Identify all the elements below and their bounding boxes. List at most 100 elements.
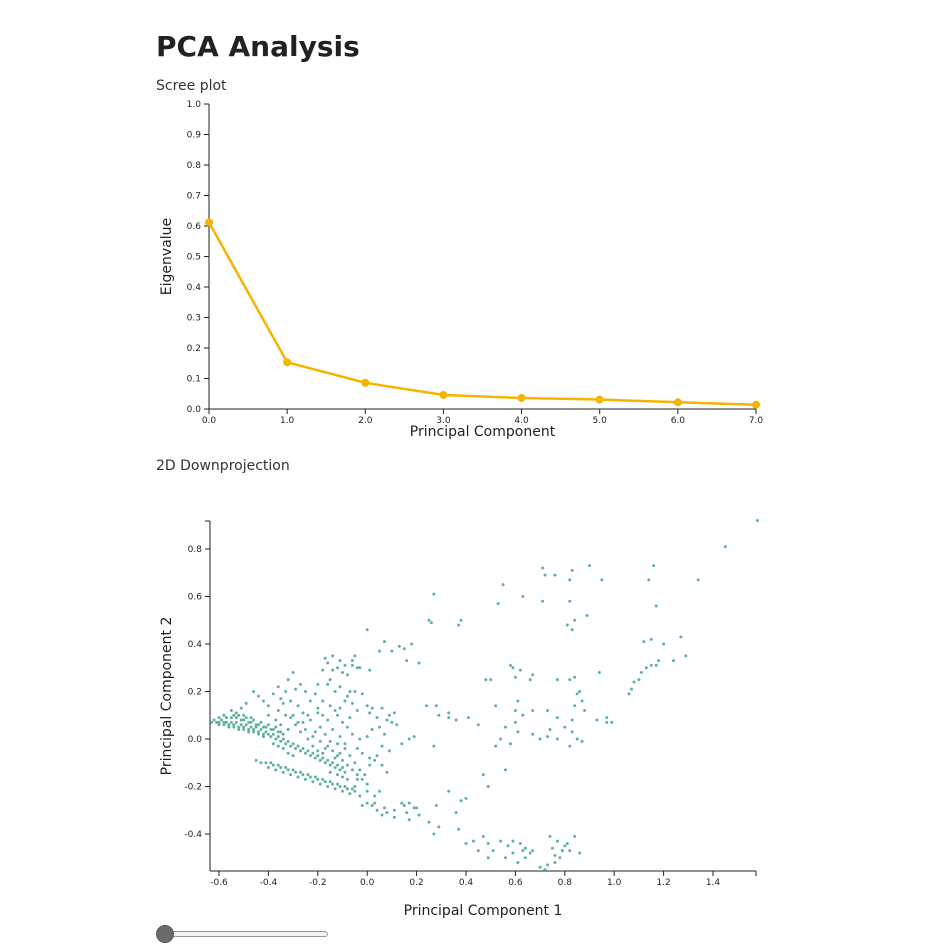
projection-point (491, 849, 495, 853)
projection-point (375, 754, 379, 758)
projection-point (343, 699, 347, 703)
projection-point (333, 690, 337, 693)
scree-y-tick-label: 0.5 (187, 253, 201, 263)
projection-point (313, 775, 317, 779)
projection-x-tick-label: 0.4 (459, 878, 474, 888)
projection-point (573, 675, 577, 679)
projection-point (375, 808, 379, 812)
projection-point (306, 713, 310, 717)
projection-point (276, 763, 280, 767)
projection-y-tick: 0.8 (188, 545, 210, 555)
scree-x-tick: 4.0 (514, 409, 529, 426)
projection-point (543, 573, 547, 577)
projection-point (513, 709, 517, 712)
projection-point (348, 792, 352, 796)
projection-point (531, 709, 535, 712)
projection-point (434, 804, 438, 807)
projection-y-tick-label: 0.6 (188, 593, 203, 603)
scree-y-tick-label: 1.0 (187, 100, 202, 110)
projection-point (316, 749, 320, 753)
projection-point (410, 642, 414, 646)
projection-point (353, 761, 357, 765)
scree-y-axis-label: Eigenvalue (159, 218, 175, 295)
scree-x-tick: 0.0 (202, 409, 216, 426)
projection-point (323, 747, 327, 750)
projection-point (217, 723, 221, 727)
projection-point (553, 853, 557, 857)
projection-point (247, 720, 251, 724)
projection-point (222, 720, 226, 724)
projection-point (380, 813, 384, 817)
projection-point (348, 716, 352, 720)
projection-point (323, 656, 327, 660)
projection-point (538, 865, 542, 869)
scree-x-tick: 6.0 (671, 409, 685, 426)
projection-point (269, 728, 273, 731)
projection-point (338, 768, 342, 772)
projection-point (237, 728, 241, 731)
projection-point (296, 744, 300, 748)
projection-point (501, 583, 505, 587)
projection-point (358, 768, 362, 772)
projection-point (531, 732, 535, 736)
projection-point (257, 732, 261, 736)
projection-point (321, 751, 325, 755)
projection-point (281, 732, 285, 736)
component-slider[interactable] (156, 924, 328, 944)
projection-point (261, 725, 265, 729)
projection-point (541, 566, 545, 570)
projection-point (284, 742, 288, 746)
projection-point (242, 728, 246, 731)
projection-point (227, 723, 231, 727)
projection-point (588, 564, 591, 568)
projection-point (378, 789, 382, 793)
projection-point (570, 718, 574, 722)
projection-point (523, 846, 527, 850)
projection-point (476, 849, 480, 853)
projection-point (417, 813, 421, 817)
projection-point (331, 761, 335, 765)
slider-track[interactable] (160, 931, 328, 937)
projection-point (385, 811, 389, 815)
projection-point (494, 704, 498, 708)
projection-point (274, 718, 278, 722)
projection-point (323, 732, 327, 736)
projection-point (313, 692, 317, 696)
projection-point (341, 789, 344, 793)
projection-point (323, 780, 327, 784)
projection-point (279, 739, 283, 743)
projection-point (341, 758, 344, 762)
projection-point (318, 739, 322, 743)
projection-point (516, 730, 520, 734)
projection-point (415, 806, 419, 810)
projection-x-tick-label: 0.0 (360, 878, 375, 888)
projection-point (447, 716, 451, 720)
projection-point (343, 785, 347, 788)
projection-point (294, 687, 298, 691)
projection-point (345, 725, 349, 729)
projection-point (427, 820, 431, 824)
projection-point (252, 690, 256, 693)
scree-x-tick: 1.0 (280, 409, 295, 426)
projection-point (271, 728, 275, 731)
projection-point (662, 642, 666, 646)
projection-point (274, 768, 278, 772)
scree-x-tick: 2.0 (358, 409, 373, 426)
projection-point (575, 692, 579, 696)
page-title: PCA Analysis (156, 30, 360, 63)
projection-y-tick-label: 0.8 (188, 545, 203, 555)
projection-point (365, 782, 369, 786)
projection-point (328, 780, 332, 784)
projection-point (553, 861, 557, 864)
projection-point (321, 699, 325, 703)
projection-point (358, 794, 362, 798)
slider-thumb[interactable] (156, 925, 174, 943)
projection-x-tick: -0.4 (260, 871, 277, 888)
projection-point (284, 766, 288, 769)
scree-y-tick: 0.9 (187, 131, 209, 141)
projection-point (284, 690, 288, 693)
projection-point (390, 720, 394, 724)
projection-point (457, 827, 461, 831)
projection-point (392, 815, 396, 819)
projection-point (252, 718, 256, 722)
